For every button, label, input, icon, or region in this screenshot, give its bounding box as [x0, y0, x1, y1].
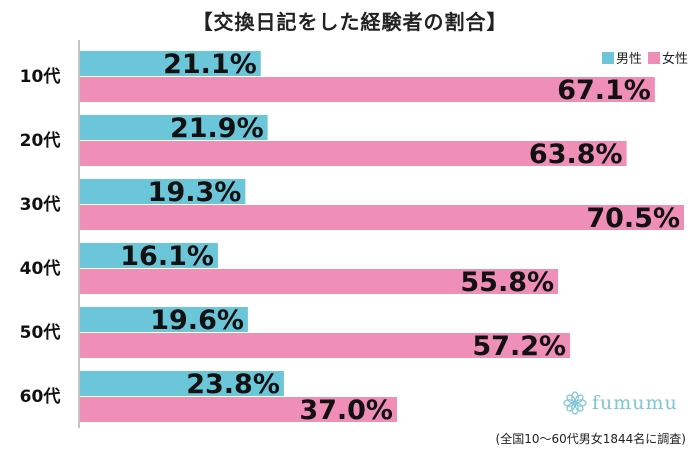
bar-female: [80, 333, 571, 358]
data-label-female: 70.5%: [586, 203, 680, 234]
brand-logo: fumumu: [562, 390, 678, 416]
survey-note: (全国10～60代男女1844名に調査): [495, 432, 686, 446]
bar-male: [80, 307, 248, 332]
bar-male: [80, 179, 246, 204]
data-label-male: 19.3%: [148, 177, 242, 208]
legend-item-female: 女性: [647, 48, 688, 67]
bar-male: [80, 115, 268, 140]
data-label-female: 37.0%: [299, 395, 393, 426]
bar-female: [80, 141, 627, 166]
chart-title: 【交換日記をした経験者の割合】: [192, 10, 508, 34]
bar-female: [80, 269, 559, 294]
category-label: 20代: [20, 130, 61, 151]
bar-female: [80, 205, 684, 230]
legend-swatch-female: [647, 51, 660, 64]
bar-male: [80, 371, 284, 396]
bar-female: [80, 77, 655, 102]
bar-male: [80, 51, 261, 76]
data-label-male: 21.9%: [170, 113, 264, 144]
flower-logo-icon: [563, 391, 587, 415]
brand-name: fumumu: [592, 392, 678, 414]
data-label-female: 63.8%: [529, 139, 623, 170]
data-label-female: 67.1%: [557, 75, 651, 106]
data-label-female: 57.2%: [472, 331, 566, 362]
data-label-male: 16.1%: [120, 241, 214, 272]
legend-swatch-male: [601, 51, 614, 64]
category-label: 10代: [20, 66, 61, 87]
data-label-female: 55.8%: [460, 267, 554, 298]
data-label-male: 23.8%: [186, 369, 280, 400]
category-label: 30代: [20, 194, 61, 215]
category-label: 50代: [20, 322, 61, 343]
bar-female: [80, 397, 397, 422]
legend-item-male: 男性: [601, 48, 642, 67]
data-label-male: 21.1%: [163, 49, 257, 80]
category-label: 60代: [20, 386, 61, 407]
data-label-male: 19.6%: [150, 305, 244, 336]
legend-label-male: 男性: [615, 52, 642, 67]
bar-male: [80, 243, 218, 268]
legend-label-female: 女性: [661, 52, 688, 67]
category-label: 40代: [20, 258, 61, 279]
legend: 男性 女性: [601, 48, 688, 67]
